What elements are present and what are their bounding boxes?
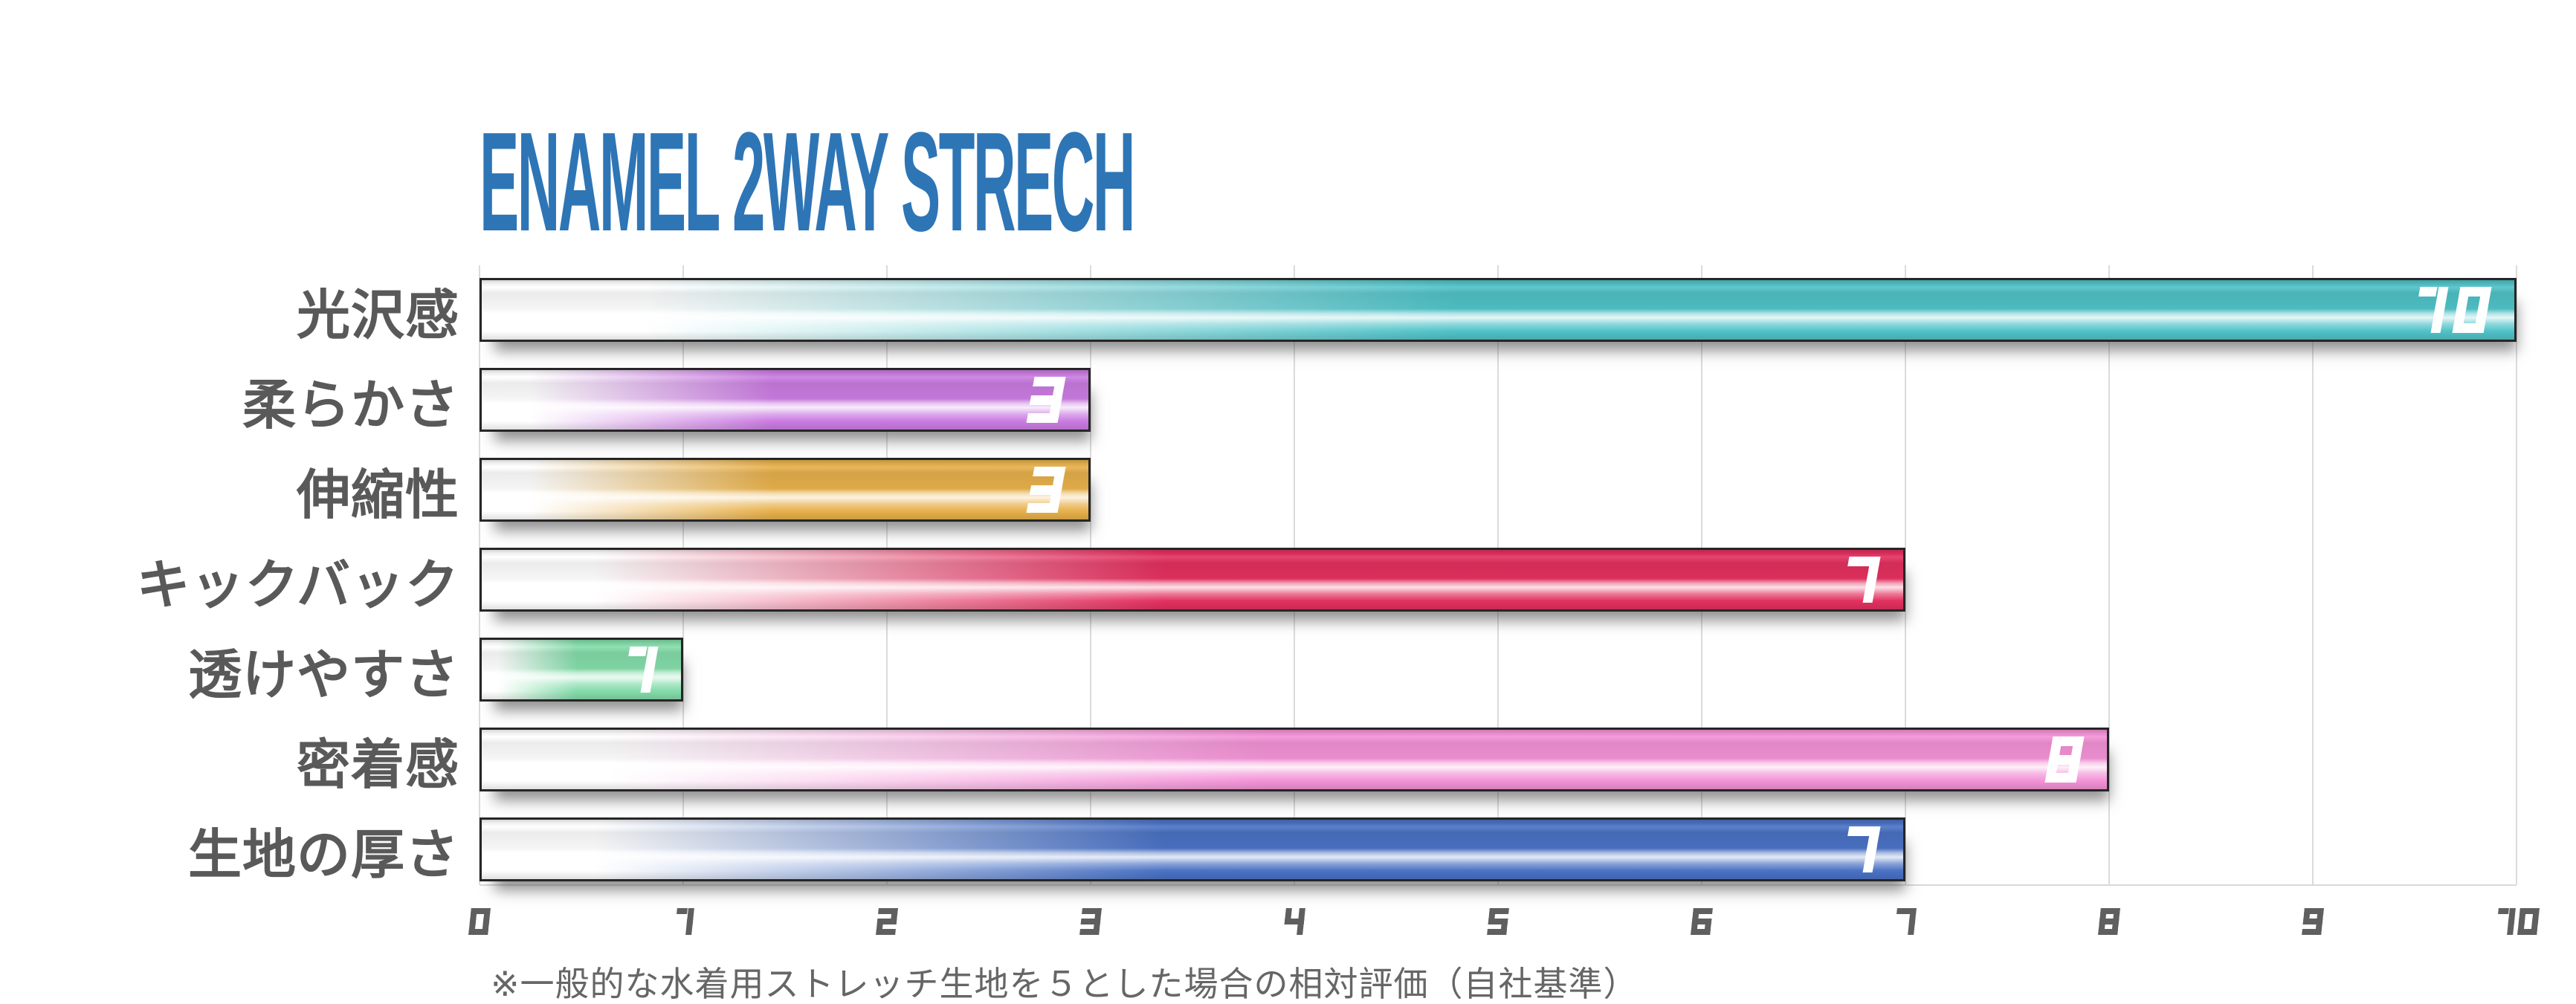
bar-7 <box>480 817 1905 881</box>
segment-digit <box>2302 908 2324 935</box>
plot-area <box>479 265 2517 886</box>
bar-gloss <box>482 460 1088 519</box>
bar-gloss <box>482 730 2107 789</box>
axis-tick-label <box>876 908 898 935</box>
bar-gloss <box>482 550 1903 609</box>
axis-tick-label <box>1487 908 1509 935</box>
axis-tick-label <box>1283 908 1305 935</box>
category-label: 柔らかさ <box>242 375 459 435</box>
axis-tick-label <box>2493 908 2540 935</box>
axis-tick-label <box>1079 908 1102 935</box>
category-label: 伸縮性 <box>296 465 459 525</box>
bar-5 <box>480 638 683 702</box>
gridline <box>2516 265 2517 884</box>
axis-tick-label <box>2098 908 2120 935</box>
axis-tick-label <box>1894 908 1917 935</box>
category-label: 透けやすさ <box>187 645 459 705</box>
segment-digit <box>1283 908 1305 935</box>
gridline <box>1905 265 1906 884</box>
bar-2 <box>480 368 1091 432</box>
footnote: ※一般的な水着用ストレッチ生地を５とした場合の相対評価（自社基準） <box>491 965 1639 1003</box>
axis-tick-label <box>2302 908 2324 935</box>
chart-title: ENAMEL 2WAY STRECH <box>480 103 1135 261</box>
segment-digit <box>876 908 898 935</box>
category-label: 密着感 <box>296 735 459 795</box>
axis-tick-label <box>1691 908 1713 935</box>
category-label: 光沢感 <box>296 285 459 346</box>
gridline <box>2108 265 2110 884</box>
bar-gloss <box>482 820 1903 879</box>
axis-tick-label <box>468 908 491 935</box>
segment-digit <box>1691 908 1713 935</box>
bar-6 <box>480 728 2109 791</box>
axis-tick-label <box>672 908 694 935</box>
segment-digit <box>672 908 694 935</box>
bar-1 <box>480 278 2517 342</box>
category-label: 生地の厚さ <box>187 825 459 885</box>
segment-digit <box>1487 908 1509 935</box>
segment-digit <box>1894 908 1917 935</box>
segment-digit <box>2493 908 2516 935</box>
category-label: キックバック <box>136 555 459 615</box>
bar-value-label <box>2409 287 2492 333</box>
segment-digit <box>2098 908 2120 935</box>
bar-gloss <box>482 370 1088 430</box>
axis-baseline <box>480 884 2517 886</box>
segment-digit <box>1079 908 1102 935</box>
segment-digit <box>468 908 491 935</box>
bar-gloss <box>482 280 2514 340</box>
bar-3 <box>480 458 1091 522</box>
gridline <box>2312 265 2314 884</box>
bar-4 <box>480 548 1905 612</box>
segment-digit <box>2517 908 2540 935</box>
